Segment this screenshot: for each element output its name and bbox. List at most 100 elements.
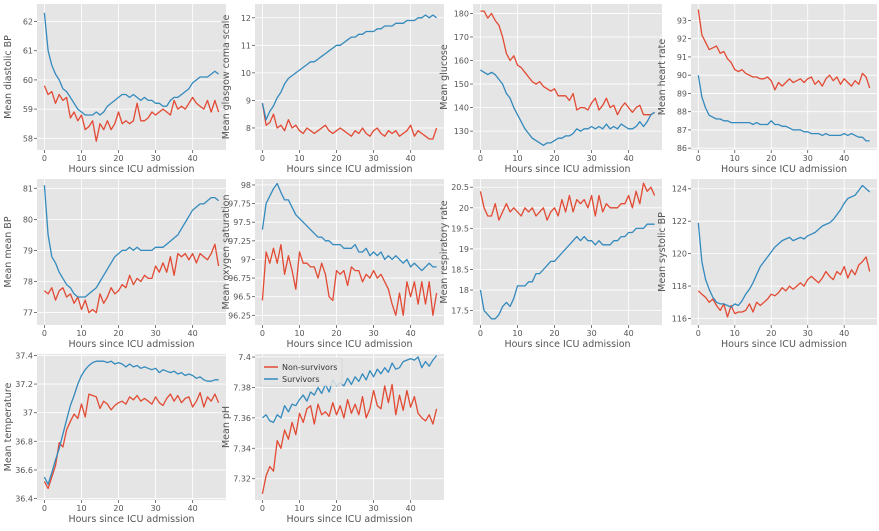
- y-tick-label: 93: [677, 16, 687, 25]
- y-tick-label: 60: [23, 76, 33, 85]
- y-tick-label: 12: [241, 14, 251, 23]
- y-axis-label: Mean diastolic BP: [3, 35, 14, 119]
- y-tick-label: 170: [454, 33, 469, 42]
- y-tick-label: 120: [672, 250, 687, 259]
- y-tick-label: 88: [677, 108, 687, 117]
- y-tick-label: 97: [241, 255, 251, 264]
- series-line-survivors: [480, 69, 655, 146]
- y-tick-label: 90: [677, 71, 687, 80]
- x-tick-label: 10: [294, 504, 304, 513]
- y-tick-label: 20.5: [451, 183, 469, 192]
- x-tick-label: 30: [803, 154, 813, 163]
- plot-area: [691, 4, 877, 150]
- x-tick-label: 10: [730, 329, 740, 338]
- x-tick-label: 40: [406, 504, 416, 513]
- x-tick-label: 0: [42, 329, 47, 338]
- series-line-survivors: [697, 184, 871, 308]
- series-line-non-survivors: [480, 10, 655, 116]
- series-line-survivors: [697, 75, 870, 142]
- panel-mean-oxygen-saturation: 96.25 96.5 96.75 97 97.25 97.5 97.75 98 0 10 20 30 4…: [221, 179, 444, 350]
- y-tick-label: 61: [23, 47, 33, 56]
- x-tick-label: 0: [478, 329, 483, 338]
- y-tick-label: 118: [672, 282, 687, 291]
- x-tick-label: 20: [766, 154, 776, 163]
- x-tick-label: 10: [76, 154, 86, 163]
- x-tick-label: 30: [150, 329, 160, 338]
- y-tick-label: 96.25: [228, 311, 251, 320]
- x-axis-label: Hours since ICU admission: [68, 514, 194, 525]
- x-tick-label: 0: [42, 504, 47, 513]
- x-tick-label: 30: [150, 504, 160, 513]
- y-tick-label: 89: [677, 89, 687, 98]
- x-axis-label: Hours since ICU admission: [286, 164, 412, 175]
- legend: Non-survivors Survivors: [259, 357, 343, 387]
- y-axis-label: Mean glucose: [439, 44, 450, 110]
- x-tick-label: 40: [624, 154, 634, 163]
- y-tick-label: 20: [459, 204, 469, 213]
- y-axis-label: Mean pH: [221, 406, 232, 448]
- x-tick-label: 0: [260, 504, 265, 513]
- series-line-non-survivors: [261, 383, 438, 495]
- x-axis-label: Hours since ICU admission: [286, 514, 412, 525]
- x-tick-label: 10: [294, 154, 304, 163]
- y-tick-label: 37.4: [15, 351, 33, 360]
- x-axis-label: Hours since ICU admission: [68, 164, 194, 175]
- x-tick-label: 30: [368, 504, 378, 513]
- y-tick-label: 130: [454, 127, 469, 136]
- y-tick-label: 97.5: [233, 218, 251, 227]
- plot-area: [473, 4, 662, 150]
- y-tick-label: 80: [23, 215, 33, 224]
- series-line-non-survivors: [43, 85, 220, 142]
- x-tick-label: 40: [839, 329, 849, 338]
- y-tick-label: 122: [672, 217, 687, 226]
- x-axis-label: Hours since ICU admission: [68, 339, 194, 350]
- y-tick-label: 98: [241, 181, 251, 190]
- y-tick-label: 36.4: [15, 495, 33, 504]
- y-axis-label: Mean mean BP: [3, 216, 14, 287]
- y-tick-label: 7.36: [233, 414, 251, 423]
- y-tick-label: 7.32: [233, 475, 251, 484]
- series-line-survivors: [261, 182, 437, 272]
- series-line-non-survivors: [261, 103, 438, 140]
- x-axis-label: Hours since ICU admission: [721, 164, 847, 175]
- series-line-survivors: [261, 14, 437, 121]
- y-tick-label: 87: [677, 126, 687, 135]
- series-line-survivors: [43, 185, 220, 298]
- y-axis-label: Mean temperature: [3, 383, 14, 472]
- y-tick-label: 7.34: [233, 444, 251, 453]
- x-tick-label: 10: [730, 154, 740, 163]
- y-tick-label: 36.6: [15, 466, 33, 475]
- y-tick-label: 96.5: [233, 293, 251, 302]
- y-tick-label: 19: [459, 245, 469, 254]
- y-tick-label: 77: [23, 309, 33, 318]
- y-tick-label: 116: [672, 315, 687, 324]
- x-tick-label: 20: [549, 154, 559, 163]
- series-line-survivors: [43, 12, 220, 116]
- x-tick-label: 0: [478, 154, 483, 163]
- y-tick-label: 96.75: [228, 274, 251, 283]
- x-tick-label: 0: [260, 154, 265, 163]
- y-axis-label: Mean respiratory rate: [439, 200, 450, 303]
- y-axis-label: Mean heart rate: [657, 39, 668, 116]
- x-tick-label: 40: [188, 154, 198, 163]
- x-tick-label: 30: [586, 329, 596, 338]
- series-line-non-survivors: [261, 243, 438, 316]
- x-tick-label: 40: [188, 504, 198, 513]
- x-tick-label: 20: [331, 329, 341, 338]
- plot-area: [255, 179, 444, 325]
- series-line-survivors: [479, 223, 655, 320]
- x-tick-label: 20: [549, 329, 559, 338]
- x-tick-label: 20: [113, 154, 123, 163]
- x-tick-label: 10: [294, 329, 304, 338]
- x-tick-label: 20: [113, 504, 123, 513]
- series-line-survivors: [43, 360, 219, 485]
- x-tick-label: 40: [839, 154, 849, 163]
- y-tick-label: 37: [23, 409, 33, 418]
- x-tick-label: 10: [76, 329, 86, 338]
- x-tick-label: 0: [696, 329, 701, 338]
